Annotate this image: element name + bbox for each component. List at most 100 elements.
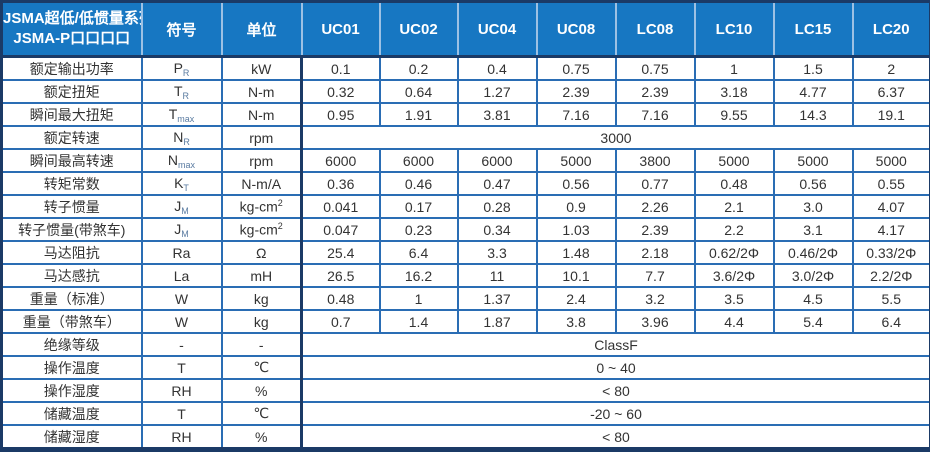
value-cell-lc20: 19.1 (851, 102, 930, 127)
row-unit: % (220, 424, 303, 452)
symbol-text: J (174, 197, 182, 214)
row-unit: % (220, 378, 303, 403)
symbol-text: T (173, 82, 183, 99)
row-label: 马达感抗 (0, 263, 143, 288)
value-cell-uc02: 0.46 (378, 171, 459, 196)
value-cell-lc15: 5.4 (772, 309, 854, 334)
value-cell-uc04: 0.47 (456, 171, 538, 196)
value-cell-lc15: 1.5 (772, 55, 854, 81)
row-symbol: Ra (140, 240, 223, 265)
unit-text: kW (251, 60, 272, 77)
value-cell-uc08: 0.9 (535, 194, 617, 219)
model-header-uc01: UC01 (300, 1, 380, 58)
row-symbol: NR (140, 125, 223, 150)
value-cell-uc08: 0.56 (535, 171, 617, 196)
unit-text: rpm (249, 129, 274, 146)
row-label: 操作湿度 (0, 378, 143, 403)
unit-superscript: 2 (277, 221, 283, 232)
row-symbol: RH (140, 378, 223, 403)
row-label: 转子惯量 (0, 194, 143, 219)
value-cell-uc04: 11 (456, 263, 538, 288)
row-unit: N-m (220, 79, 303, 104)
value-cell-uc01: 0.48 (300, 286, 381, 311)
symbol-subscript: R (183, 136, 190, 147)
value-cell-lc08: 2.39 (614, 217, 696, 242)
value-cell-uc02: 6.4 (378, 240, 459, 265)
value-cell-lc10: 3.18 (693, 79, 775, 104)
row-unit: kg-cm2 (220, 217, 303, 242)
row-symbol: KT (140, 171, 223, 196)
symbol-text: RH (171, 428, 192, 445)
symbol-text: K (174, 174, 184, 191)
merged-value-cell: < 80 (300, 424, 930, 452)
unit-text: N-m (248, 83, 275, 100)
spec-row: 储藏湿度 RH% < 80 (0, 424, 930, 452)
spec-row: 瞬间最大扭矩 Tmax N-m 0.95 1.91 3.81 7.16 7.16 9.55 14.… (0, 102, 930, 127)
symbol-subscript: R (182, 90, 190, 101)
row-unit: kg (220, 309, 303, 334)
value-cell-uc08: 7.16 (535, 102, 617, 127)
value-cell-lc15: 14.3 (772, 102, 854, 127)
unit-text: N-m/A (241, 175, 282, 192)
model-header-lc20: LC20 (851, 1, 930, 58)
value-cell-lc15: 0.46/2Φ (772, 240, 854, 265)
spec-row: 额定转速 NR rpm 3000 (0, 125, 930, 150)
row-label: 转子惯量(带煞车) (0, 217, 143, 242)
symbol-text: Ra (172, 244, 191, 261)
symbol-text: T (168, 105, 178, 122)
value-cell-lc20: 4.17 (851, 217, 930, 242)
symbol-subscript: max (177, 113, 195, 124)
merged-value-cell: < 80 (300, 378, 930, 403)
value-cell-uc02: 0.17 (378, 194, 459, 219)
row-label: 重量（标准） (0, 286, 143, 311)
value-cell-lc20: 2 (851, 55, 930, 81)
series-title-line1: JSMA超低/低惯量系列 (3, 9, 142, 27)
model-header-uc02: UC02 (378, 1, 458, 58)
row-unit: N-m/A (220, 171, 303, 196)
value-cell-lc15: 5000 (772, 148, 854, 173)
row-symbol: Tmax (140, 102, 223, 127)
value-cell-lc10: 3.5 (693, 286, 775, 311)
symbol-text: N (167, 151, 179, 168)
row-symbol: T (140, 401, 223, 426)
unit-column-header: 单位 (220, 1, 302, 58)
value-cell-lc15: 3.0/2Φ (772, 263, 854, 288)
value-cell-lc08: 7.7 (614, 263, 696, 288)
spec-row: 转子惯量(带煞车) JM kg-cm2 0.047 0.23 0.34 1.03 2.39 2.… (0, 217, 930, 242)
spec-row: 储藏温度 T ℃ -20 ~ 60 (0, 401, 930, 426)
value-cell-uc04: 6000 (456, 148, 538, 173)
symbol-subscript: R (182, 67, 190, 78)
value-cell-lc08: 0.75 (614, 55, 696, 81)
symbol-column-header: 符号 (140, 1, 222, 58)
value-cell-lc10: 1 (693, 55, 775, 81)
row-unit: ℃ (220, 401, 303, 426)
value-cell-uc02: 0.64 (378, 79, 459, 104)
value-cell-uc04: 1.37 (456, 286, 538, 311)
spec-row: 绝缘等级 - - ClassF (0, 332, 930, 357)
value-cell-uc04: 3.3 (456, 240, 538, 265)
row-symbol: RH (140, 424, 223, 452)
value-cell-lc10: 2.1 (693, 194, 775, 219)
symbol-text: - (179, 336, 184, 353)
value-cell-uc08: 3.8 (535, 309, 617, 334)
row-symbol: T (140, 355, 223, 380)
value-cell-uc04: 0.28 (456, 194, 538, 219)
value-cell-uc02: 1 (378, 286, 459, 311)
value-cell-uc01: 25.4 (300, 240, 381, 265)
row-label: 储藏温度 (0, 401, 143, 426)
symbol-subscript: T (183, 182, 189, 193)
motor-spec-table: JSMA超低/低惯量系列 JSMA-P口口口口 符号 单位 UC01 UC02 UC… (0, 0, 930, 452)
value-cell-lc15: 3.0 (772, 194, 854, 219)
value-cell-uc01: 6000 (300, 148, 381, 173)
value-cell-lc08: 3800 (614, 148, 696, 173)
value-cell-lc10: 5000 (693, 148, 775, 173)
value-cell-lc08: 7.16 (614, 102, 696, 127)
value-cell-uc04: 0.4 (456, 55, 538, 81)
value-cell-lc10: 9.55 (693, 102, 775, 127)
symbol-text: T (177, 405, 186, 422)
row-unit: kg (220, 286, 303, 311)
value-cell-lc20: 5.5 (851, 286, 930, 311)
row-unit: N-m (220, 102, 303, 127)
